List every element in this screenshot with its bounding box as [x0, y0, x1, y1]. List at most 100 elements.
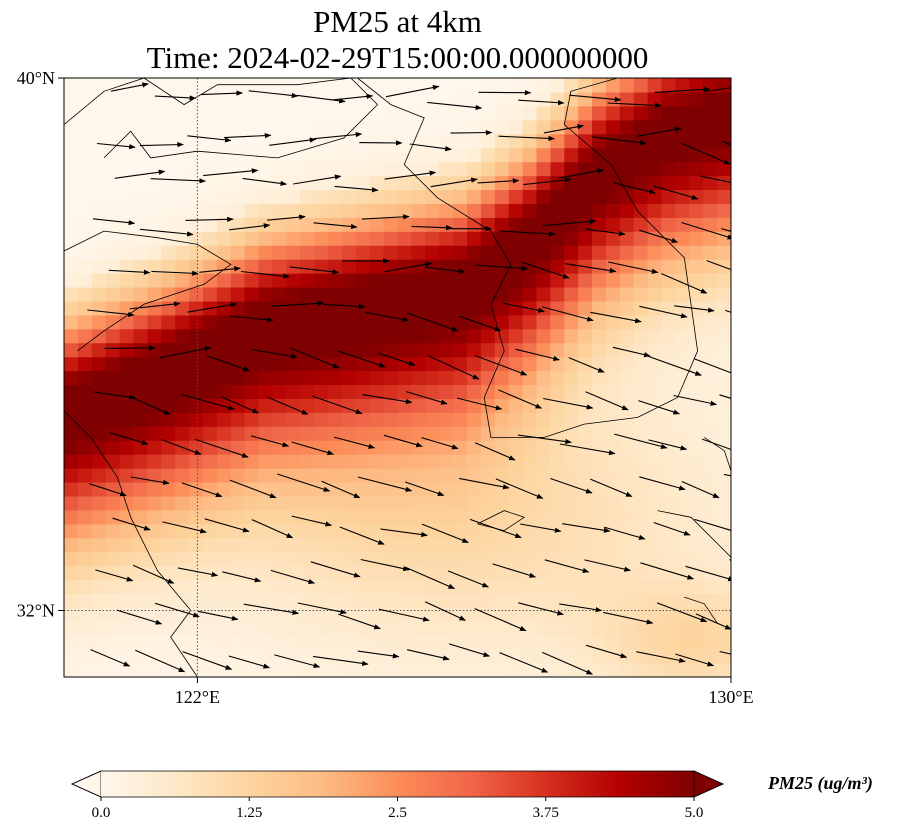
heatmap-cell — [578, 565, 593, 581]
heatmap-cell — [369, 147, 385, 163]
heatmap-cell — [605, 579, 621, 595]
heatmap-cell — [605, 356, 621, 372]
heatmap-cell — [689, 314, 704, 330]
heatmap-cell — [91, 314, 107, 330]
heatmap-cell — [619, 426, 635, 441]
heatmap-cell — [341, 509, 357, 525]
heatmap-cell — [244, 203, 260, 218]
heatmap-cell — [397, 91, 412, 107]
heatmap-cell — [633, 384, 649, 400]
heatmap-cell — [314, 537, 329, 553]
heatmap-cell — [300, 370, 315, 386]
heatmap-cell — [564, 509, 579, 525]
heatmap-cell — [536, 482, 551, 497]
heatmap-cell — [64, 663, 79, 677]
heatmap-cell — [397, 523, 412, 539]
heatmap-cell — [105, 551, 121, 567]
heatmap-cell — [64, 482, 79, 497]
heatmap-cell — [647, 217, 663, 232]
heatmap-cell — [439, 147, 454, 163]
heatmap-cell — [77, 454, 93, 469]
heatmap-cell — [633, 328, 649, 344]
heatmap-cell — [258, 551, 273, 567]
heatmap-cell — [77, 579, 93, 595]
wind-arrow — [181, 482, 223, 498]
heatmap-cell — [550, 328, 565, 344]
heatmap-cell — [286, 593, 301, 608]
heatmap-cell — [453, 551, 468, 567]
heatmap-cell — [175, 356, 190, 372]
heatmap-cell — [647, 273, 663, 288]
heatmap-cell — [286, 273, 301, 288]
heatmap-cell — [300, 551, 315, 567]
wind-arrow — [661, 273, 708, 294]
heatmap-cell — [717, 133, 731, 149]
heatmap-cell — [550, 314, 565, 330]
heatmap-cell — [258, 328, 273, 344]
heatmap-cell — [147, 509, 162, 525]
heatmap-cell — [189, 482, 204, 497]
heatmap-cell — [77, 426, 93, 441]
heatmap-cell — [439, 398, 454, 413]
heatmap-cell — [508, 426, 524, 441]
heatmap-cell — [578, 203, 593, 218]
heatmap-cell — [480, 189, 496, 204]
heatmap-cell — [522, 370, 538, 386]
heatmap-cell — [314, 454, 329, 469]
heatmap-cell — [216, 314, 232, 330]
heatmap-cell — [647, 245, 663, 260]
heatmap-cell — [661, 454, 676, 469]
heatmap-cell — [91, 635, 107, 650]
heatmap-cell — [453, 105, 468, 121]
heatmap-cell — [77, 440, 93, 455]
heatmap-cell — [230, 189, 246, 204]
heatmap-cell — [522, 119, 538, 135]
heatmap-cell — [494, 468, 510, 483]
heatmap-cell — [425, 537, 440, 553]
heatmap-cell — [355, 440, 371, 455]
heatmap-cell — [91, 454, 107, 469]
heatmap-cell — [77, 342, 93, 358]
heatmap-cell — [397, 78, 412, 93]
wind-arrow — [248, 90, 299, 99]
heatmap-cell — [244, 649, 260, 664]
heatmap-cell — [494, 649, 510, 664]
heatmap-cell — [592, 593, 607, 608]
heatmap-cell — [425, 398, 440, 413]
heatmap-cell — [258, 454, 273, 469]
heatmap-cell — [689, 440, 704, 455]
wind-arrow — [498, 389, 543, 409]
heatmap-cell — [216, 203, 232, 218]
heatmap-cell — [508, 314, 524, 330]
heatmap-cell — [439, 593, 454, 608]
heatmap-cell — [508, 105, 524, 121]
heatmap-cell — [425, 621, 440, 636]
heatmap-cell — [189, 147, 204, 163]
heatmap-cell — [605, 412, 621, 427]
heatmap-cell — [522, 495, 538, 511]
heatmap-cell — [675, 161, 690, 177]
heatmap-cell — [564, 537, 579, 553]
heatmap-cell — [467, 551, 482, 567]
wind-arrow — [639, 305, 688, 319]
heatmap-cell — [425, 468, 440, 483]
heatmap-cell — [439, 259, 454, 274]
heatmap-cell — [633, 119, 649, 135]
heatmap-cell — [355, 133, 371, 149]
heatmap-cell — [717, 551, 731, 567]
heatmap-cell — [633, 482, 649, 497]
heatmap-cell — [675, 300, 690, 316]
heatmap-cell — [619, 342, 635, 358]
heatmap-cell — [717, 523, 731, 539]
heatmap-cell — [300, 119, 315, 135]
wind-arrow — [585, 228, 626, 237]
heatmap-cell — [578, 454, 593, 469]
heatmap-cell — [272, 523, 287, 539]
heatmap-cell — [244, 537, 260, 553]
heatmap-cell — [272, 495, 287, 511]
heatmap-cell — [536, 328, 551, 344]
heatmap-cell — [300, 398, 315, 413]
heatmap-cell — [175, 314, 190, 330]
heatmap-cell — [383, 370, 399, 386]
